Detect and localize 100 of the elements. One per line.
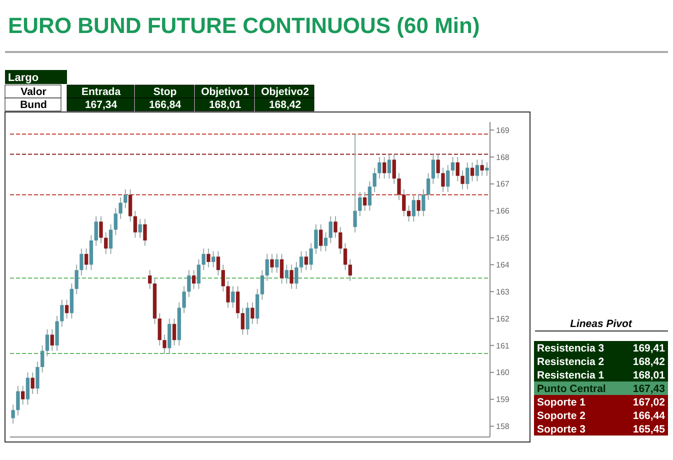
candlestick — [299, 250, 304, 274]
candlestick — [60, 299, 64, 328]
candlestick — [172, 318, 176, 346]
candlestick — [221, 264, 225, 292]
candlestick — [362, 192, 367, 212]
candlestick — [80, 248, 84, 276]
candlestick — [294, 262, 298, 290]
candlestick — [422, 188, 426, 217]
candlestick — [206, 248, 210, 268]
candlestick — [275, 253, 279, 274]
candlestick — [162, 334, 166, 354]
candlestick — [358, 192, 362, 217]
y-tick-label: 158 — [496, 422, 510, 432]
candlestick — [412, 194, 416, 222]
candlestick — [284, 264, 288, 284]
candlestick — [138, 218, 142, 238]
candlestick — [466, 162, 470, 190]
candlestick — [114, 208, 118, 236]
candlestick — [431, 154, 436, 184]
candlestick — [402, 188, 406, 217]
candlestick — [387, 154, 392, 180]
candlestick — [124, 188, 128, 209]
candlestick — [148, 270, 152, 290]
candlestick — [426, 172, 430, 201]
candlestick — [270, 253, 274, 274]
candlestick — [158, 312, 162, 346]
candlestick — [334, 216, 338, 238]
candlestick — [133, 210, 138, 238]
candlestick — [343, 242, 348, 271]
candlestick — [104, 232, 108, 254]
candlestick — [212, 250, 216, 268]
candlestick — [108, 224, 113, 254]
candlestick — [265, 253, 269, 282]
candlestick — [416, 194, 420, 217]
candlestick — [231, 286, 235, 308]
candlestick — [45, 328, 50, 357]
candlestick — [378, 156, 382, 180]
candlestick — [196, 258, 201, 290]
candlestick — [450, 156, 455, 176]
candlestick — [16, 385, 20, 416]
candlestick — [372, 167, 376, 192]
candlestick — [192, 270, 196, 290]
candlestick — [382, 156, 386, 180]
candlestick — [480, 159, 484, 176]
candlestick — [30, 372, 34, 394]
candlestick — [441, 167, 445, 192]
candlestick — [460, 170, 464, 190]
candlestick — [36, 361, 40, 394]
y-tick-label: 162 — [496, 314, 510, 324]
candlestick — [328, 216, 332, 244]
candlestick — [324, 232, 328, 252]
candlestick — [94, 216, 98, 246]
candlestick — [309, 242, 313, 271]
candlestick — [246, 302, 250, 336]
candlestick — [304, 250, 308, 271]
candlestick — [226, 280, 230, 308]
position-table: Largo Valor Bund Entrada 167,34 Stop 166,84 Objetivo1 168,01 Objetivo2 168,42 — [4, 70, 314, 112]
y-tick-label: 164 — [496, 260, 510, 270]
y-tick-label: 165 — [496, 234, 510, 243]
candlestick — [314, 224, 318, 254]
candlestick — [280, 253, 284, 284]
candlestick — [84, 248, 88, 271]
candlestick — [236, 286, 240, 320]
candlestick — [26, 372, 30, 406]
y-tick-label: 163 — [496, 287, 510, 296]
candlestick — [20, 385, 25, 406]
candlestick — [397, 172, 401, 201]
candlestick — [187, 270, 191, 298]
candlestick — [11, 404, 15, 424]
candlestick — [446, 164, 450, 192]
pivot-table: Lineas Pivot Resistencia 3 169,41 Resistencia 2 168,42 Resistencia 1 168,01 Punto Central 167,43 Soporte 1 167,02 Soporte 2 166,44 Soporte 3 165,45 — [534, 318, 668, 436]
candlestick — [99, 216, 103, 244]
candlestick — [260, 270, 264, 300]
candlestick — [290, 264, 294, 290]
y-tick-label: 159 — [496, 395, 510, 404]
y-tick-label: 168 — [496, 152, 510, 162]
candlestick — [250, 302, 254, 324]
candlestick — [40, 344, 44, 373]
candlestick — [128, 188, 132, 222]
candlestick — [50, 328, 54, 352]
y-tick-label: 161 — [496, 341, 510, 350]
candlestick — [348, 258, 352, 282]
y-tick-label: 160 — [496, 368, 510, 378]
candlestick — [338, 226, 342, 254]
candlestick — [240, 307, 245, 336]
candlestick — [485, 162, 489, 176]
candlestick — [182, 286, 186, 314]
candlestick — [368, 180, 372, 212]
candlestick — [353, 134, 357, 233]
candlestick — [202, 248, 206, 271]
candlestick — [216, 250, 220, 276]
candlestick — [475, 159, 480, 182]
chart-title: EURO BUND FUTURE CONTINUOUS (60 Min) — [8, 13, 480, 38]
candlestick — [64, 299, 69, 320]
y-tick-label: 169 — [496, 126, 510, 135]
candlestick — [143, 218, 147, 246]
y-tick-label: 166 — [496, 206, 510, 216]
candlestick — [319, 224, 323, 252]
candlestick — [456, 156, 460, 182]
candlestick — [74, 264, 78, 295]
